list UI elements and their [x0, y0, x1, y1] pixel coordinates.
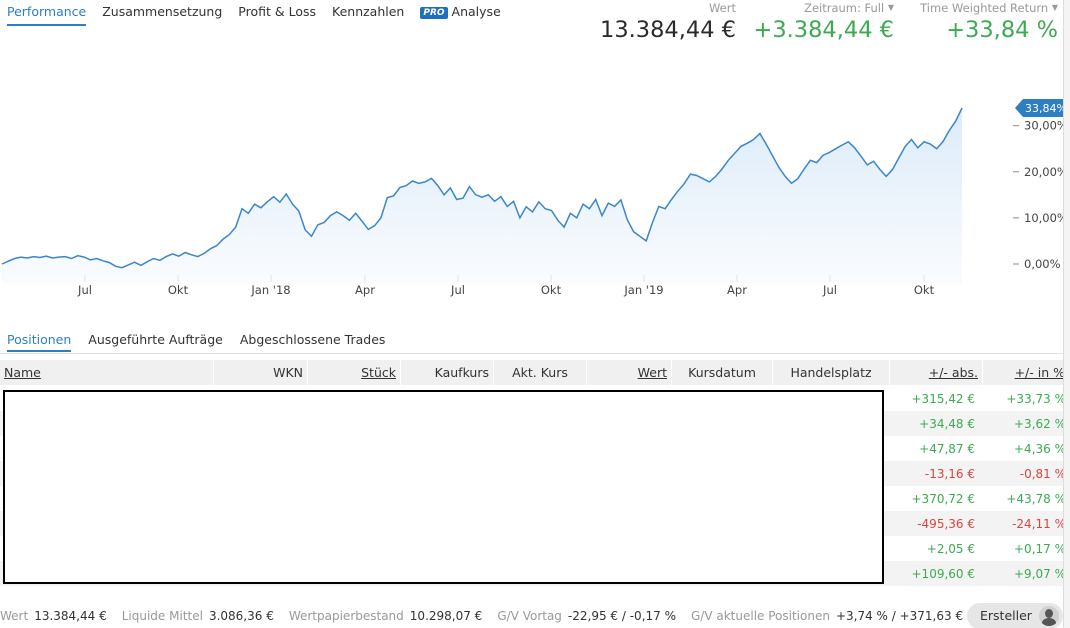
x-tick-label: Jul	[822, 283, 837, 297]
pro-badge: PRO	[420, 7, 448, 19]
footer-wert-value: 13.384,44 €	[34, 609, 107, 623]
cell-pct: +4,36 %	[1014, 441, 1066, 456]
column-header-kaufkurs[interactable]: Kaufkurs	[401, 360, 494, 385]
scrollbar[interactable]	[1063, 0, 1070, 628]
kpi-zeitraum-value: +3.384,44 €	[753, 17, 894, 43]
column-header-akt-kurs[interactable]: Akt. Kurs	[494, 360, 587, 385]
top-tab-bar: Performance Zusammensetzung Profit & Los…	[7, 4, 501, 26]
chevron-down-icon: ▼	[887, 3, 894, 12]
tab-analyse[interactable]: PRO Analyse	[420, 4, 501, 26]
column-header-kursdatum[interactable]: Kursdatum	[672, 360, 773, 385]
cell-pct: +3,62 %	[1014, 416, 1066, 431]
footer-gv-aktuell-value: +3,74 % / +371,63 €	[835, 609, 964, 623]
cell-pct: +33,73 %	[1006, 391, 1066, 406]
footer-liquide-label: Liquide Mittel	[121, 609, 203, 623]
cell-abs: -13,16 €	[924, 466, 975, 481]
ersteller-button[interactable]: Ersteller	[967, 603, 1063, 628]
kpi-zeitraum: Zeitraum: Full ▼ +3.384,44 €	[750, 0, 894, 44]
tab-ausgefuehrte-auftraege[interactable]: Ausgeführte Aufträge	[88, 332, 223, 347]
y-tick-label: 0,00%	[1024, 257, 1061, 271]
performance-chart[interactable]: 0,00% 10,00% 20,00% 30,00% Jul Okt Jan '18 Apr J…	[0, 70, 1070, 310]
user-avatar-icon	[1039, 606, 1059, 626]
chevron-down-icon: ▼	[1051, 3, 1058, 12]
cell-abs: +47,87 €	[919, 441, 975, 456]
last-value-label: 33,84%	[1025, 102, 1067, 115]
x-tick-label: Jan '19	[623, 283, 663, 297]
cell-abs: +370,72 €	[911, 491, 976, 506]
cell-pct: +43,78 %	[1006, 491, 1066, 506]
tab-zusammensetzung[interactable]: Zusammensetzung	[102, 4, 223, 19]
x-tick-label: Okt	[541, 283, 562, 297]
last-value-marker	[1015, 98, 1069, 117]
y-tick-label: 20,00%	[1024, 165, 1068, 179]
column-header-wkn[interactable]: WKN	[214, 360, 308, 385]
redacted-area	[3, 390, 884, 584]
column-header-abs[interactable]: +/- abs.	[890, 360, 983, 385]
x-tick-label: Apr	[355, 283, 375, 297]
x-tick-label: Jul	[77, 283, 92, 297]
footer-gv-aktuell-label: G/V aktuelle Positionen	[691, 609, 830, 623]
footer-wert-label: Wert	[0, 609, 29, 623]
tab-analyse-label: Analyse	[451, 4, 501, 19]
footer-gv-vortag-label: G/V Vortag	[497, 609, 562, 623]
y-tick-label: 30,00%	[1024, 119, 1068, 133]
column-header-pct[interactable]: +/- in %	[983, 360, 1070, 385]
cell-pct: -0,81 %	[1019, 466, 1066, 481]
cell-abs: +315,42 €	[911, 391, 976, 406]
tab-abgeschlossene-trades[interactable]: Abgeschlossene Trades	[239, 332, 386, 347]
kpi-wert-label: Wert	[708, 1, 736, 15]
cell-abs: +2,05 €	[926, 541, 975, 556]
x-tick-label: Apr	[727, 283, 747, 297]
footer-bestand-label: Wertpapierbestand	[288, 609, 404, 623]
ersteller-label: Ersteller	[980, 608, 1032, 623]
cell-pct: -24,11 %	[1012, 516, 1066, 531]
footer-liquide-value: 3.086,36 €	[208, 609, 274, 623]
kpi-twr: Time Weighted Return ▼ +33,84 %	[908, 0, 1058, 44]
cell-abs: +109,60 €	[911, 566, 976, 581]
column-header-name[interactable]: Name	[0, 360, 214, 385]
x-tick-label: Jul	[450, 283, 465, 297]
positions-table-header: Name WKN Stück Kaufkurs Akt. Kurs Wert K…	[0, 360, 1070, 385]
x-tick-label: Okt	[914, 283, 935, 297]
column-header-wert[interactable]: Wert	[587, 360, 672, 385]
column-header-stueck[interactable]: Stück	[308, 360, 401, 385]
tab-kennzahlen[interactable]: Kennzahlen	[332, 4, 405, 19]
kpi-twr-value: +33,84 %	[946, 17, 1058, 43]
return-type-dropdown-label: Time Weighted Return	[920, 1, 1049, 15]
tab-positionen[interactable]: Positionen	[7, 332, 72, 352]
zeitraum-dropdown[interactable]: Zeitraum: Full ▼	[750, 0, 894, 16]
kpi-wert-value: 13.384,44 €	[600, 17, 736, 43]
cell-pct: +9,07 %	[1014, 566, 1066, 581]
tab-divider	[0, 353, 1070, 354]
cell-pct: +0,17 %	[1014, 541, 1066, 556]
chart-series-line	[1, 107, 963, 269]
return-type-dropdown[interactable]: Time Weighted Return ▼	[908, 0, 1058, 16]
y-tick-label: 10,00%	[1024, 211, 1068, 225]
footer-bestand-value: 10.298,07 €	[409, 609, 483, 623]
status-footer: Wert 13.384,44 € Liquide Mittel 3.086,36…	[0, 604, 1070, 628]
cell-abs: +34,48 €	[919, 416, 975, 431]
x-tick-label: Jan '18	[250, 283, 290, 297]
footer-gv-vortag-value: -22,95 € / -0,17 %	[567, 609, 676, 623]
cell-abs: -495,36 €	[917, 516, 975, 531]
zeitraum-dropdown-label: Zeitraum: Full	[804, 1, 885, 15]
positions-tab-bar: Positionen Ausgeführte Aufträge Abgeschl…	[7, 332, 385, 352]
performance-chart-svg: 0,00% 10,00% 20,00% 30,00% Jul Okt Jan '18 Apr J…	[1, 98, 1069, 297]
chart-area-fill	[2, 108, 962, 284]
kpi-wert: Wert 13.384,44 €	[598, 0, 736, 44]
tab-profit-loss[interactable]: Profit & Loss	[238, 4, 317, 19]
tab-performance[interactable]: Performance	[7, 4, 87, 26]
x-tick-label: Okt	[168, 283, 189, 297]
column-header-handelsplatz[interactable]: Handelsplatz	[773, 360, 890, 385]
